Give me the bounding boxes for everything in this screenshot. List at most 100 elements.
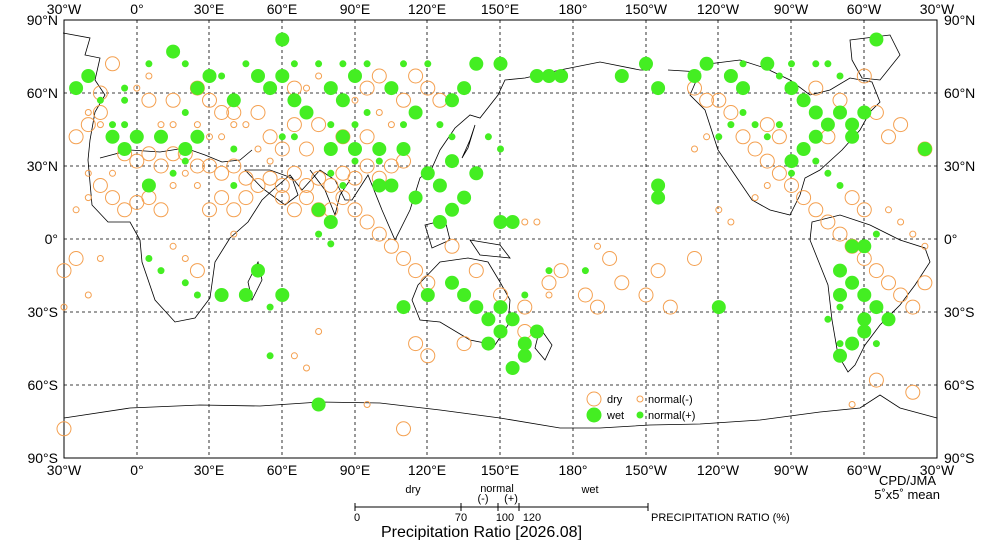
normal-minus-marker bbox=[230, 230, 238, 238]
normal-minus-marker bbox=[96, 121, 104, 129]
ratio-tick-120: 120 bbox=[523, 512, 541, 524]
lon-label-bottom: 120°W bbox=[697, 462, 740, 478]
normal-minus-marker bbox=[181, 255, 189, 262]
wet-marker bbox=[760, 56, 775, 71]
wet-marker bbox=[457, 288, 472, 302]
lat-label-right: 90°N bbox=[944, 12, 975, 28]
lon-label-top: 60°W bbox=[847, 1, 882, 17]
normal-plus-marker bbox=[424, 60, 432, 68]
lat-label-left: 30°S bbox=[27, 304, 58, 320]
coast-greenland bbox=[849, 34, 901, 81]
dry-marker bbox=[335, 190, 351, 206]
wet-marker bbox=[445, 202, 459, 217]
lat-label-right: 0° bbox=[944, 231, 957, 247]
wet-marker bbox=[251, 263, 265, 278]
normal-plus-marker bbox=[400, 60, 407, 68]
lon-label-bottom: 30°W bbox=[47, 462, 82, 478]
normal-plus-marker bbox=[448, 133, 456, 141]
wet-marker bbox=[529, 324, 544, 339]
normal-minus-marker bbox=[157, 121, 165, 129]
dry-marker bbox=[141, 92, 157, 108]
dry-marker bbox=[602, 251, 618, 266]
wet-marker bbox=[323, 81, 338, 96]
dry-marker bbox=[274, 141, 290, 157]
wet-marker bbox=[275, 288, 290, 302]
wet-marker bbox=[214, 288, 229, 302]
wet-marker bbox=[469, 300, 484, 315]
wet-marker bbox=[784, 81, 799, 96]
dry-marker bbox=[844, 190, 860, 206]
dry-marker bbox=[359, 158, 375, 174]
wet-marker bbox=[881, 312, 896, 327]
wet-marker bbox=[299, 105, 314, 120]
dry-marker bbox=[359, 214, 375, 230]
wet-marker bbox=[808, 105, 823, 120]
dry-marker bbox=[820, 214, 836, 230]
normal-plus-marker bbox=[484, 133, 492, 141]
wet-marker bbox=[202, 69, 217, 83]
wet-marker bbox=[857, 105, 872, 120]
dry-marker bbox=[226, 202, 242, 218]
wet-marker bbox=[833, 348, 847, 363]
normal-minus-marker bbox=[763, 182, 771, 189]
normal-plus-marker bbox=[351, 121, 359, 129]
normal-plus-marker bbox=[327, 240, 335, 248]
lon-label-bottom: 30°W bbox=[920, 462, 955, 478]
wet-marker bbox=[784, 154, 799, 169]
wet-marker bbox=[845, 117, 860, 132]
coastlines bbox=[62, 32, 938, 429]
dry-marker bbox=[747, 141, 763, 157]
wet-marker bbox=[226, 93, 241, 108]
lon-label-top: 150°E bbox=[481, 1, 519, 17]
wet-marker bbox=[651, 178, 666, 193]
normal-plus-marker bbox=[363, 109, 371, 116]
normal-minus-marker bbox=[72, 206, 80, 214]
wet-marker bbox=[457, 81, 472, 96]
wet-marker bbox=[869, 32, 884, 47]
dry-marker bbox=[250, 178, 266, 193]
wet-marker bbox=[323, 142, 338, 156]
dry-marker bbox=[117, 202, 133, 218]
wet-marker bbox=[833, 105, 847, 120]
wet-marker bbox=[81, 69, 96, 83]
wet-marker bbox=[311, 202, 326, 217]
wet-marker bbox=[808, 129, 823, 144]
dry-marker bbox=[408, 263, 424, 279]
wet-marker bbox=[323, 215, 338, 229]
normal-minus-marker bbox=[84, 291, 92, 299]
lon-label-top: 30°E bbox=[194, 1, 225, 17]
dry-marker bbox=[735, 129, 751, 145]
normal-plus-marker bbox=[812, 60, 820, 68]
normal-minus-marker bbox=[84, 169, 92, 177]
dry-marker bbox=[893, 287, 909, 303]
dry-marker bbox=[299, 190, 314, 206]
normal-plus-marker bbox=[315, 60, 323, 68]
dry-marker bbox=[286, 117, 302, 133]
coast-japan bbox=[461, 124, 476, 159]
dry-marker bbox=[105, 56, 120, 72]
dry-marker bbox=[262, 170, 278, 186]
dry-marker bbox=[105, 190, 120, 206]
normal-minus-marker bbox=[206, 133, 213, 141]
normal-minus-marker bbox=[230, 121, 238, 129]
wet-marker bbox=[190, 129, 205, 144]
normal-plus-marker bbox=[121, 84, 129, 92]
normal-plus-marker bbox=[339, 182, 347, 189]
ratio-normal-label: normal bbox=[480, 483, 514, 495]
wet-marker bbox=[796, 93, 811, 108]
wet-marker bbox=[736, 81, 750, 96]
normal-minus-marker bbox=[242, 121, 250, 129]
normal-minus-marker bbox=[594, 242, 601, 250]
wet-marker bbox=[178, 142, 193, 156]
dry-marker bbox=[662, 299, 678, 315]
dry-marker bbox=[468, 263, 484, 279]
normal-plus-marker bbox=[788, 169, 795, 177]
normal-plus-marker bbox=[581, 267, 589, 275]
dry-marker bbox=[202, 92, 217, 108]
lat-label-right: 60°N bbox=[944, 85, 975, 101]
dry-marker bbox=[868, 372, 884, 388]
dry-marker bbox=[250, 105, 266, 120]
legend-normal-plus-label: normal(+) bbox=[648, 410, 695, 422]
lon-label-top: 180° bbox=[559, 1, 588, 17]
